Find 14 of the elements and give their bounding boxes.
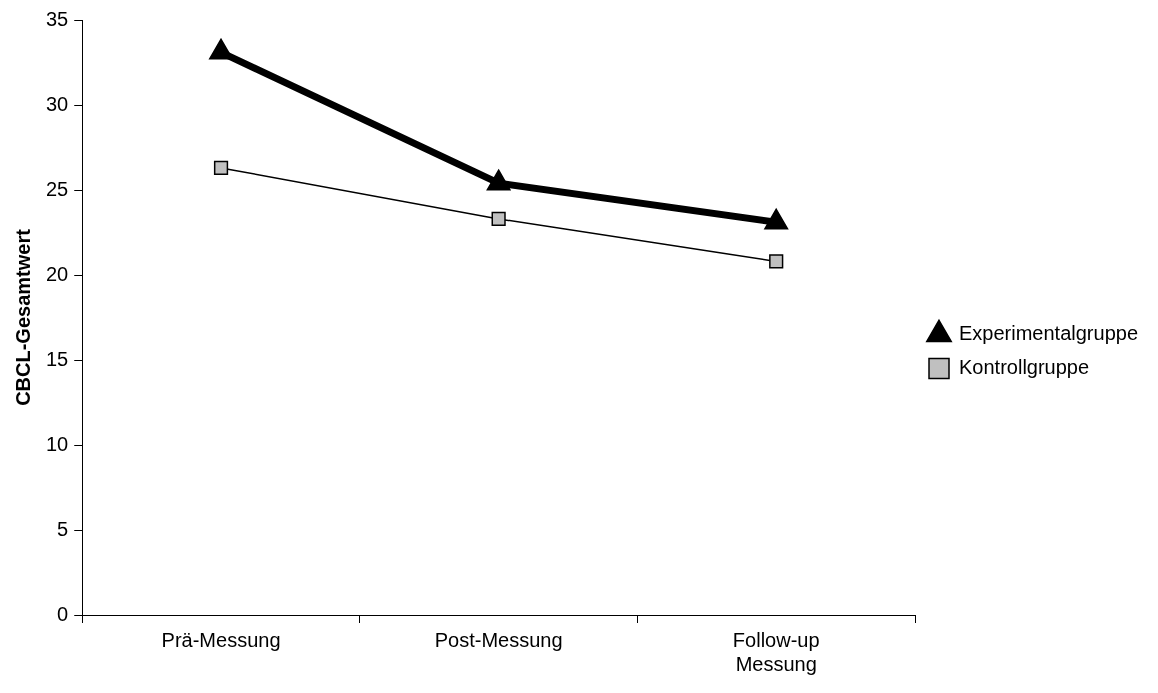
- legend-label: Kontrollgruppe: [959, 356, 1090, 379]
- y-tick-label: 35: [46, 7, 69, 30]
- y-tick-label: 25: [46, 177, 69, 200]
- legend-label: Experimentalgruppe: [959, 322, 1139, 345]
- x-tick-label: Follow-up Messung: [732, 628, 820, 675]
- y-tick-label: 0: [57, 602, 69, 625]
- y-tick-label: 5: [57, 517, 69, 540]
- x-tick-label: Post-Messung: [434, 628, 563, 651]
- x-tick-label: Prä-Messung: [161, 628, 281, 651]
- y-tick-label: 10: [46, 432, 69, 455]
- y-axis-title: CBCL-Gesamtwert: [11, 228, 34, 406]
- y-tick-label: 30: [46, 92, 69, 115]
- y-tick-label: 20: [46, 262, 69, 285]
- y-tick-label: 15: [46, 347, 69, 370]
